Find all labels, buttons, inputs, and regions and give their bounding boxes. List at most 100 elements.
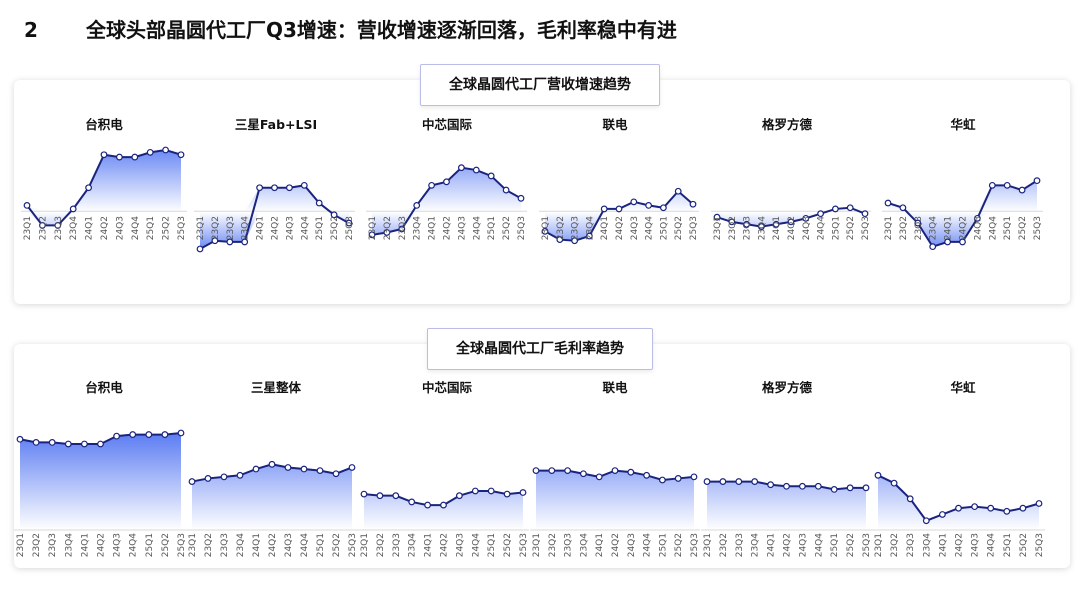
area-positive <box>200 185 349 212</box>
tick-label-23Q3: 23Q3 <box>226 216 236 240</box>
data-point-24Q1 <box>256 184 264 192</box>
data-point-25Q3 <box>861 210 869 218</box>
data-point-25Q2 <box>330 211 338 219</box>
data-point-24Q2 <box>783 482 790 490</box>
data-point-23Q2 <box>32 439 40 446</box>
tick-label-24Q2: 24Q2 <box>955 533 965 557</box>
tick-label-25Q1: 25Q1 <box>145 533 155 557</box>
data-point-25Q2 <box>1018 186 1026 194</box>
tick-label-24Q1: 24Q1 <box>85 216 95 240</box>
tick-label-23Q2: 23Q2 <box>548 533 558 557</box>
data-point-23Q3 <box>735 478 743 485</box>
tick-label-24Q4: 24Q4 <box>988 216 998 241</box>
tick-label-24Q4: 24Q4 <box>131 216 141 241</box>
data-point-25Q1 <box>145 431 153 438</box>
data-point-23Q3 <box>398 225 406 233</box>
data-point-25Q1 <box>487 172 495 180</box>
chart-rev-4: 23Q1 23Q2 23Q3 23Q4 24Q1 24Q2 24Q3 24Q4 25Q1 25Q2… <box>711 204 871 241</box>
data-point-23Q1 <box>874 471 882 479</box>
area-negative <box>545 211 693 241</box>
tick-label-24Q4: 24Q4 <box>645 216 655 241</box>
data-point-23Q1 <box>188 478 196 485</box>
tick-label-24Q1: 24Q1 <box>595 533 605 557</box>
tick-label-23Q1: 23Q1 <box>532 533 542 557</box>
data-point-25Q3 <box>345 219 353 227</box>
data-point-25Q3 <box>689 200 697 208</box>
data-point-24Q2 <box>97 440 104 448</box>
data-point-25Q3 <box>1033 177 1041 185</box>
data-point-25Q2 <box>162 146 170 154</box>
tick-label-23Q3: 23Q3 <box>392 533 402 557</box>
tick-label-23Q4: 23Q4 <box>929 216 939 241</box>
data-point-23Q1 <box>360 490 368 498</box>
data-point-24Q1 <box>80 440 88 448</box>
chart-title-rev-5: 华虹 <box>950 117 976 132</box>
tick-label-24Q2: 24Q2 <box>787 216 797 240</box>
tick-label-23Q4: 23Q4 <box>236 533 246 558</box>
data-point-24Q2 <box>100 151 108 159</box>
tick-label-23Q2: 23Q2 <box>890 533 900 557</box>
data-point-24Q4 <box>300 465 308 473</box>
area-positive <box>888 180 1037 212</box>
tick-label-24Q1: 24Q1 <box>772 216 782 240</box>
data-point-23Q1 <box>541 227 549 235</box>
chart-margin-5: 23Q1 23Q2 23Q3 23Q4 24Q1 24Q2 24Q3 24Q4 25Q1 25Q2… <box>872 471 1045 557</box>
data-point-25Q1 <box>1003 181 1011 189</box>
data-point-23Q3 <box>564 467 571 475</box>
data-point-23Q2 <box>548 467 556 475</box>
tick-label-25Q1: 25Q1 <box>830 533 840 557</box>
data-point-24Q1 <box>424 501 432 509</box>
data-point-25Q2 <box>332 470 340 478</box>
tick-label-24Q2: 24Q2 <box>611 533 621 557</box>
data-point-24Q3 <box>458 164 465 172</box>
data-point-24Q1 <box>772 220 780 228</box>
tick-label-24Q1: 24Q1 <box>80 533 90 557</box>
data-point-23Q2 <box>890 479 898 487</box>
tick-label-25Q1: 25Q1 <box>316 533 326 557</box>
tick-label-23Q3: 23Q3 <box>743 216 753 240</box>
chart-margin-3: 23Q1 23Q2 23Q3 23Q4 24Q1 24Q2 24Q3 24Q4 25Q1 25Q2… <box>530 467 700 557</box>
data-point-25Q2 <box>161 431 169 438</box>
data-point-24Q2 <box>959 238 966 246</box>
chart-rev-5: 23Q1 23Q2 23Q3 23Q4 24Q1 24Q2 24Q3 24Q4 25Q1 25Q2… <box>882 177 1043 251</box>
data-point-24Q1 <box>600 205 608 213</box>
tick-label-24Q4: 24Q4 <box>129 533 139 558</box>
tick-label-24Q4: 24Q4 <box>300 216 310 241</box>
data-point-25Q1 <box>487 487 495 495</box>
tick-label-24Q2: 24Q2 <box>268 533 278 557</box>
tick-label-25Q1: 25Q1 <box>831 216 841 240</box>
data-point-24Q1 <box>428 181 436 189</box>
tick-label-25Q1: 25Q1 <box>487 533 497 557</box>
tick-label-24Q1: 24Q1 <box>600 216 610 240</box>
data-point-23Q4 <box>241 238 249 246</box>
tick-label-23Q1: 23Q1 <box>360 533 370 557</box>
tick-label-25Q1: 25Q1 <box>146 216 156 240</box>
data-point-25Q1 <box>659 476 666 484</box>
data-point-23Q3 <box>54 222 62 229</box>
data-point-24Q4 <box>988 181 996 189</box>
tick-label-25Q2: 25Q2 <box>846 216 856 240</box>
data-point-24Q1 <box>939 511 946 518</box>
tick-label-24Q3: 24Q3 <box>798 533 808 557</box>
chart-margin-0: 23Q1 23Q2 23Q3 23Q4 24Q1 24Q2 24Q3 24Q4 25Q1 25Q2… <box>14 429 187 558</box>
data-point-24Q2 <box>615 205 623 213</box>
gross-margin-panel <box>14 344 1070 568</box>
tick-label-24Q4: 24Q4 <box>817 216 827 241</box>
data-point-25Q3 <box>177 151 185 159</box>
tick-label-23Q3: 23Q3 <box>398 216 408 240</box>
data-point-23Q3 <box>392 492 400 500</box>
chart-title-margin-4: 格罗方德 <box>761 380 813 395</box>
tick-label-25Q2: 25Q2 <box>332 533 342 557</box>
tick-label-25Q1: 25Q1 <box>658 533 668 557</box>
area-fill <box>878 475 1039 530</box>
tick-label-23Q2: 23Q2 <box>728 216 738 240</box>
tick-label-25Q2: 25Q2 <box>674 533 684 557</box>
data-point-24Q1 <box>767 481 774 489</box>
area-fill <box>707 481 866 530</box>
data-point-25Q2 <box>846 204 854 212</box>
data-point-23Q4 <box>64 440 72 448</box>
tick-label-23Q4: 23Q4 <box>241 216 251 241</box>
tick-label-24Q4: 24Q4 <box>471 533 481 558</box>
tick-label-24Q3: 24Q3 <box>113 533 123 557</box>
